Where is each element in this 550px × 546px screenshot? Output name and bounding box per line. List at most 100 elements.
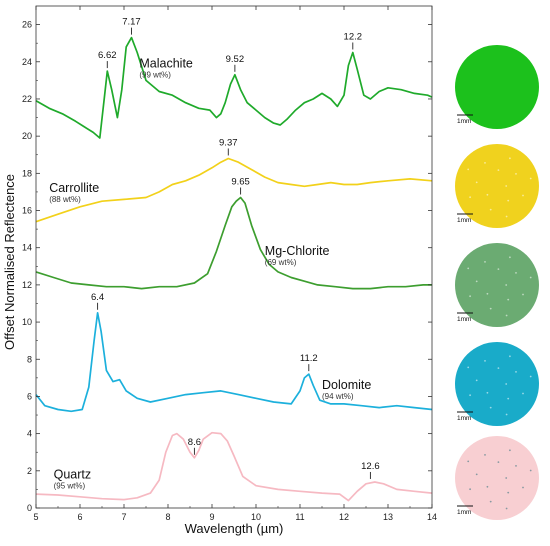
thumbnail-speckle — [489, 500, 492, 503]
sample-thumbnail — [455, 436, 539, 520]
thumbnail-speckle — [467, 168, 470, 171]
peak-label: 12.6 — [361, 461, 380, 472]
thumbnail-speckle — [484, 162, 486, 164]
y-tick-label: 26 — [22, 20, 32, 30]
y-tick-label: 4 — [27, 429, 32, 439]
y-tick-label: 6 — [27, 391, 32, 401]
series-composition: (69 wt%) — [265, 258, 297, 267]
scale-bar-label: 1mm — [457, 509, 471, 516]
thumbnail-speckle — [486, 485, 489, 488]
thumbnail-speckle — [529, 177, 532, 180]
thumbnail-speckle — [486, 292, 489, 295]
scale-bar-label: 1mm — [457, 415, 471, 422]
peak-label: 6.62 — [98, 50, 117, 61]
thumbnail-speckle — [515, 371, 517, 373]
thumbnail-speckle — [505, 314, 508, 317]
x-tick-label: 13 — [383, 512, 393, 522]
scale-bar-label: 1mm — [457, 217, 471, 224]
thumbnail-speckle — [489, 307, 492, 310]
y-tick-label: 16 — [22, 206, 32, 216]
peak-label: 9.65 — [231, 177, 250, 188]
sample-thumbnail — [455, 144, 539, 228]
thumbnail-speckle — [509, 256, 511, 259]
thumbnail-speckle — [469, 295, 471, 298]
x-tick-label: 10 — [251, 512, 261, 522]
series-composition: (88 wt%) — [49, 195, 81, 204]
thumbnail-speckle — [529, 276, 532, 279]
y-tick-label: 0 — [27, 503, 32, 513]
thumbnail-speckle — [475, 181, 478, 184]
thumbnail-speckle — [505, 284, 508, 286]
thumbnail-speckle — [497, 169, 500, 172]
thumbnail-speckle — [522, 194, 524, 197]
y-tick-label: 20 — [22, 131, 32, 141]
thumbnail-speckle — [484, 261, 486, 263]
thumbnail-speckle — [522, 486, 524, 489]
thumbnail-speckle — [507, 298, 510, 301]
series-label: Mg-Chlorite — [265, 244, 330, 258]
x-tick-label: 8 — [165, 512, 170, 522]
sample-thumbnail — [455, 243, 539, 327]
thumbnail-speckle — [507, 199, 510, 202]
scale-bar-label: 1mm — [457, 118, 471, 125]
series-line-dolomite — [35, 311, 433, 413]
sample-thumbnail — [455, 342, 539, 426]
thumbnail-speckle — [529, 469, 532, 472]
series-line-mg-chlorite — [35, 196, 432, 290]
thumbnail-speckle — [489, 208, 492, 211]
thumbnail-speckle — [522, 293, 524, 296]
thumbnail-speckle — [469, 196, 471, 199]
thumbnail-speckle — [509, 355, 511, 358]
thumbnail-speckle — [486, 193, 489, 196]
thumbnail-speckle — [497, 367, 500, 369]
plot-frame — [35, 5, 433, 509]
thumbnail-speckle — [497, 461, 500, 463]
thumbnail-speckle — [507, 397, 510, 400]
thumbnail-speckle — [467, 366, 470, 369]
peak-label: 6.4 — [91, 292, 104, 303]
series-line-carrollite — [35, 157, 433, 223]
y-tick-label: 22 — [22, 94, 32, 104]
y-tick-label: 14 — [22, 243, 32, 253]
thumbnail-speckle — [507, 491, 510, 494]
thumbnail-speckle — [505, 185, 508, 187]
peak-label: 12.2 — [344, 31, 363, 42]
peak-label: 11.2 — [300, 353, 318, 364]
y-tick-label: 12 — [22, 280, 32, 290]
y-axis-title: Offset Normalised Reflectence — [2, 174, 17, 350]
thumbnail-speckle — [467, 267, 470, 270]
thumbnail-speckle — [505, 413, 508, 416]
series-line-malachite — [35, 36, 433, 139]
thumbnail-speckle — [509, 157, 511, 160]
thumbnail-speckle — [486, 391, 489, 394]
thumbnail-speckle — [515, 465, 517, 467]
series-composition: (99 wt%) — [139, 70, 171, 79]
thumbnail-speckle — [484, 360, 486, 362]
x-tick-label: 11 — [295, 512, 304, 522]
thumbnail-speckle — [475, 280, 478, 283]
y-tick-label: 10 — [22, 317, 32, 327]
thumbnail-speckle — [484, 454, 486, 456]
sample-thumbnail — [455, 45, 539, 129]
x-tick-label: 7 — [121, 512, 126, 522]
peak-label: 7.17 — [122, 17, 141, 28]
x-tick-label: 14 — [427, 512, 437, 522]
thumbnail-speckle — [505, 383, 508, 385]
thumbnail-speckle — [469, 394, 471, 397]
peak-label: 9.52 — [226, 54, 245, 65]
x-tick-label: 5 — [33, 512, 38, 522]
scale-bar-label: 1mm — [457, 316, 471, 323]
plot-area: 6.62 7.17 9.52 12.2 9.37 9.65 6.4 11.2 8.6 12.6 Ma… — [35, 17, 433, 502]
series-label: Malachite — [139, 56, 193, 70]
thumbnail-speckle — [505, 507, 508, 510]
x-tick-label: 6 — [77, 512, 82, 522]
x-tick-label: 12 — [339, 512, 349, 522]
thumbnail-speckle — [509, 449, 511, 452]
series-line-quartz — [35, 431, 433, 502]
thumbnail-speckle — [515, 272, 517, 274]
thumbnail-speckle — [522, 392, 524, 395]
x-tick-label: 9 — [209, 512, 214, 522]
thumbnail-speckle — [515, 173, 517, 175]
